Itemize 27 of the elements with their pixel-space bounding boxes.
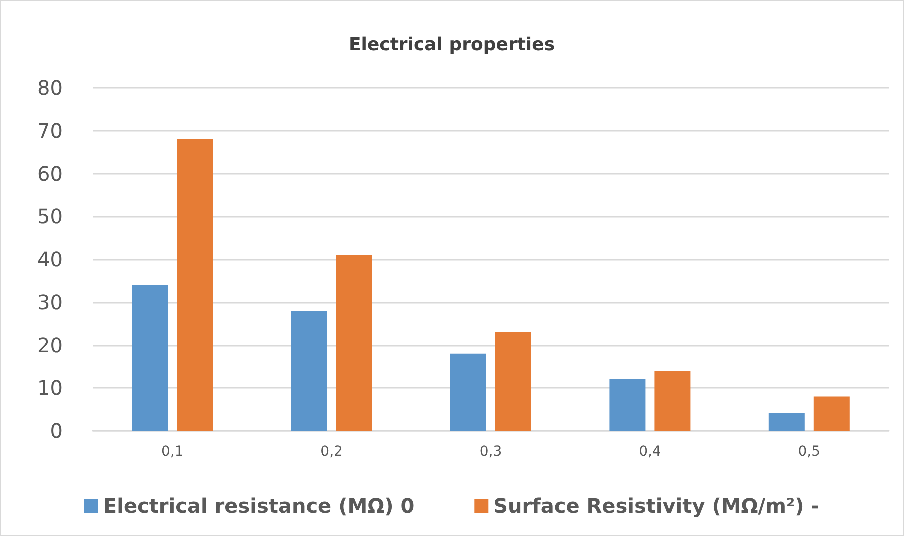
- legend-label: Surface Resistivity (MΩ/m²) -: [494, 494, 820, 518]
- y-tick-label: 20: [38, 333, 63, 358]
- x-tick-label: 0,5: [798, 444, 821, 460]
- y-tick-label: 30: [38, 290, 63, 314]
- legend-label: Electrical resistance (MΩ) 0: [103, 494, 415, 518]
- chart-title: Electrical properties: [348, 34, 556, 56]
- bar: [450, 354, 486, 431]
- y-tick-label: 60: [38, 162, 63, 186]
- x-tick-label: 0,2: [320, 444, 343, 460]
- y-tick-label: 80: [38, 76, 63, 100]
- x-tick-label: 0,1: [161, 444, 184, 460]
- bar: [291, 310, 328, 431]
- bar: [814, 396, 850, 431]
- y-tick-label: 40: [38, 248, 63, 272]
- bar: [132, 285, 168, 431]
- y-tick-label: 70: [38, 118, 63, 143]
- bar: [610, 380, 646, 431]
- y-tick-label: 10: [38, 376, 63, 400]
- bar: [768, 412, 805, 431]
- bar: [654, 370, 691, 431]
- x-tick-label: 0,4: [639, 444, 662, 460]
- bar: [336, 255, 372, 431]
- bar: [177, 139, 214, 431]
- y-tick-label: 0: [50, 419, 63, 443]
- y-tick-label: 50: [38, 204, 63, 229]
- bar: [496, 332, 532, 431]
- x-tick-label: 0,3: [480, 444, 502, 460]
